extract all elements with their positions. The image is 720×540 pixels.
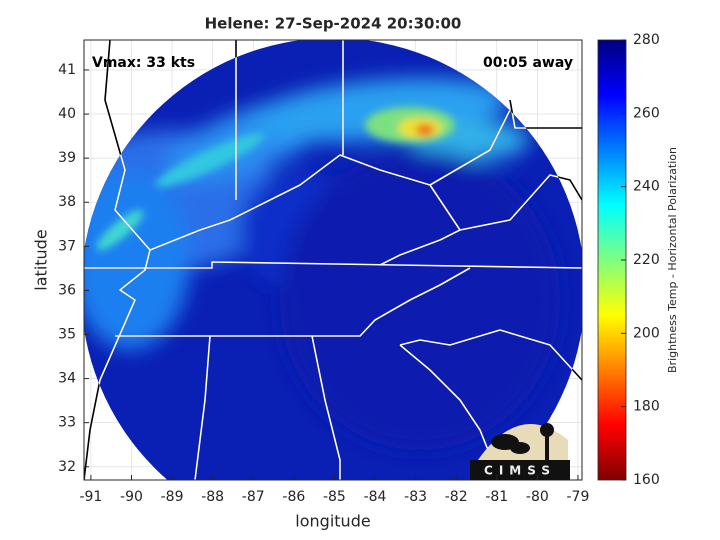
x-tick-label: -84 bbox=[364, 489, 387, 505]
x-axis-label: longitude bbox=[295, 512, 370, 531]
x-tick-label: -81 bbox=[485, 489, 508, 505]
border bbox=[149, 154, 461, 266]
y-tick-label: 35 bbox=[58, 327, 76, 343]
x-tick-label: -91 bbox=[79, 489, 102, 505]
y-axis-label: latitude bbox=[32, 229, 51, 290]
annotation: Vmax: 33 kts bbox=[92, 55, 195, 71]
x-tick-label: -85 bbox=[323, 489, 346, 505]
state-borders bbox=[84, 40, 582, 480]
border bbox=[84, 261, 582, 269]
axes-box bbox=[83, 39, 583, 481]
colorbar-tick-label: 180 bbox=[633, 399, 660, 415]
y-tick-label: 37 bbox=[58, 238, 76, 254]
x-tick-label: -80 bbox=[526, 489, 549, 505]
colorbar-tick-label: 260 bbox=[633, 105, 660, 121]
colorbar-tick-label: 160 bbox=[633, 472, 660, 488]
x-tick-label: -86 bbox=[282, 489, 305, 505]
y-tick-label: 33 bbox=[58, 415, 76, 431]
x-tick-label: -88 bbox=[201, 489, 224, 505]
y-tick-label: 32 bbox=[58, 459, 76, 475]
y-tick-label: 34 bbox=[58, 371, 76, 387]
logo: CIMSS bbox=[470, 423, 570, 480]
colorbar-tick-label: 280 bbox=[633, 32, 660, 48]
y-tick-label: 40 bbox=[58, 106, 76, 122]
logo-text: CIMSS bbox=[484, 464, 556, 478]
border bbox=[311, 335, 341, 480]
border bbox=[115, 267, 471, 337]
swath bbox=[84, 40, 582, 480]
border bbox=[194, 335, 211, 480]
border bbox=[429, 109, 511, 186]
x-tick-label: -79 bbox=[567, 489, 590, 505]
x-tick-label: -83 bbox=[404, 489, 427, 505]
colorbar-tick-label: 200 bbox=[633, 325, 660, 341]
x-tick-label: -87 bbox=[242, 489, 265, 505]
border bbox=[399, 344, 501, 480]
chart-title: Helene: 27-Sep-2024 20:30:00 bbox=[205, 15, 462, 33]
y-tick-label: 38 bbox=[58, 194, 76, 210]
border bbox=[399, 329, 582, 381]
x-tick-label: -82 bbox=[445, 489, 468, 505]
y-tick-label: 41 bbox=[58, 62, 76, 78]
colorbar-tick-label: 220 bbox=[633, 252, 660, 268]
x-tick-label: -89 bbox=[161, 489, 184, 505]
x-tick-label: -90 bbox=[120, 489, 143, 505]
annotation: 00:05 away bbox=[483, 55, 573, 71]
y-tick-label: 36 bbox=[58, 282, 76, 298]
colorbar-label: Brightness Temp - Horizontal Polarizatio… bbox=[666, 147, 679, 373]
colorbar-tick-label: 240 bbox=[633, 179, 660, 195]
y-tick-label: 39 bbox=[58, 150, 76, 166]
